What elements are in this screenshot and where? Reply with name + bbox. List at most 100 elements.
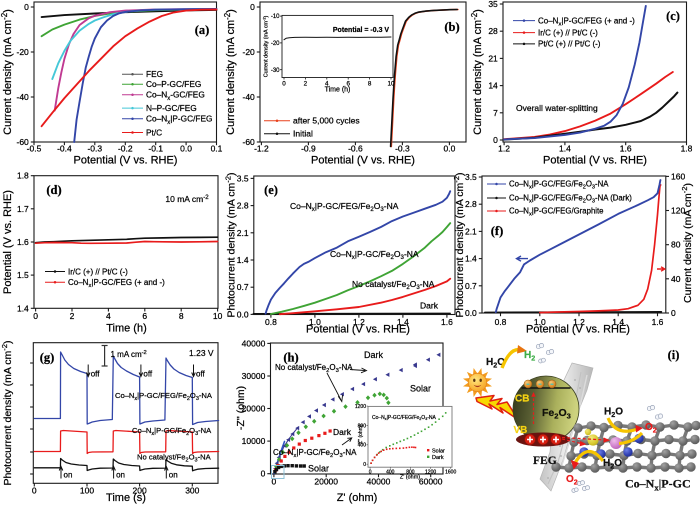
svg-text:Initial: Initial <box>293 129 313 139</box>
svg-text:2.8: 2.8 <box>237 201 249 211</box>
svg-text:0.0: 0.0 <box>443 144 455 154</box>
svg-text:(h): (h) <box>283 351 298 365</box>
svg-text:H2​: H2​ <box>524 350 535 363</box>
svg-text:Dark: Dark <box>364 350 384 360</box>
svg-text:20000: 20000 <box>242 404 266 414</box>
svg-text:H2​O: H2​O <box>486 357 505 370</box>
svg-text:No catalyst/Fe2​O3​-NA: No catalyst/Fe2​O3​-NA <box>275 363 353 374</box>
svg-text:(b): (b) <box>444 20 459 34</box>
svg-text:35: 35 <box>488 0 498 9</box>
svg-text:H2​O: H2​O <box>604 407 623 420</box>
svg-text:1.6: 1.6 <box>441 317 453 327</box>
svg-text:O2​: O2​ <box>566 474 578 487</box>
svg-text:0.7: 0.7 <box>465 281 477 291</box>
svg-text:1.4: 1.4 <box>397 317 409 327</box>
svg-text:160: 160 <box>671 171 685 181</box>
svg-text:80: 80 <box>671 240 681 250</box>
svg-text:6: 6 <box>142 311 147 321</box>
svg-text:(e): (e) <box>264 183 278 197</box>
svg-text:1.2: 1.2 <box>573 317 585 327</box>
svg-text:(f): (f) <box>491 224 504 238</box>
svg-text:Co–Nx​|P-GC/FEG/Graphite: Co–Nx​|P-GC/FEG/Graphite <box>509 207 604 218</box>
svg-text:1.4: 1.4 <box>559 144 571 154</box>
svg-text:-60: -60 <box>243 137 256 147</box>
svg-text:Current density (mA cm-2​): Current density (mA cm-2​) <box>0 9 14 135</box>
svg-text:1600: 1600 <box>445 470 456 476</box>
svg-text:0.0: 0.0 <box>465 308 477 318</box>
svg-text:-20: -20 <box>243 47 256 57</box>
svg-text:0: 0 <box>282 81 286 88</box>
svg-text:1.6: 1.6 <box>652 317 664 327</box>
svg-text:-0.2: -0.2 <box>118 144 133 154</box>
svg-text:No catalyst/Fe2​O3​-NA: No catalyst/Fe2​O3​-NA <box>137 453 212 464</box>
svg-text:-0.6: -0.6 <box>348 144 363 154</box>
svg-text:120: 120 <box>671 206 685 216</box>
svg-text:0: 0 <box>272 477 277 487</box>
svg-text:3.5: 3.5 <box>237 173 249 183</box>
svg-text:off: off <box>143 370 153 379</box>
svg-text:300: 300 <box>185 486 199 496</box>
svg-text:on: on <box>64 471 73 480</box>
svg-text:2.8: 2.8 <box>465 199 477 209</box>
svg-text:0: 0 <box>493 135 498 145</box>
svg-text:0.8: 0.8 <box>265 317 277 327</box>
svg-text:1.4: 1.4 <box>465 254 477 264</box>
svg-text:1.7: 1.7 <box>17 204 29 214</box>
svg-text:Z' (ohm): Z' (ohm) <box>337 492 378 504</box>
svg-text:(i): (i) <box>668 348 680 362</box>
svg-text:30000: 30000 <box>242 371 266 381</box>
svg-text:Co–Nx​-GC/FEG: Co–Nx​-GC/FEG <box>146 90 205 102</box>
svg-text:0.0: 0.0 <box>237 309 249 319</box>
svg-text:400: 400 <box>386 470 395 476</box>
svg-text:14: 14 <box>488 81 498 91</box>
svg-text:-20: -20 <box>17 47 30 57</box>
svg-text:Co–Nx​|P-GC: Co–Nx​|P-GC <box>625 477 691 493</box>
svg-text:Solar: Solar <box>410 384 431 394</box>
svg-text:-Z'' (ohm): -Z'' (ohm) <box>358 424 364 445</box>
svg-text:200: 200 <box>133 486 147 496</box>
svg-text:-0.9: -0.9 <box>301 144 316 154</box>
svg-text:Dark: Dark <box>432 455 444 461</box>
svg-text:Time (s): Time (s) <box>106 492 146 504</box>
svg-text:Photocurrent density (mA cm-2​: Photocurrent density (mA cm-2​) <box>0 340 14 485</box>
svg-text:1 mA cm-2​: 1 mA cm-2​ <box>111 350 147 359</box>
svg-text:Time (h): Time (h) <box>106 323 147 335</box>
svg-text:1.2: 1.2 <box>498 144 510 154</box>
svg-text:0: 0 <box>250 2 255 12</box>
svg-text:Co–Nx​|P-GC/FEG/Fe2​O3​-NA: Co–Nx​|P-GC/FEG/Fe2​O3​-NA <box>372 415 436 421</box>
svg-text:off: off <box>91 370 101 379</box>
svg-text:Pt/C: Pt/C <box>146 127 162 137</box>
svg-text:1.6: 1.6 <box>17 237 29 247</box>
svg-text:on: on <box>169 471 178 480</box>
svg-text:Photocurrent density (mA cm-2​: Photocurrent density (mA cm-2​) <box>224 172 238 317</box>
svg-text:Co–Nx​|P-GC/FEG (+ and -): Co–Nx​|P-GC/FEG (+ and -) <box>68 278 165 289</box>
svg-text:10: 10 <box>213 311 223 321</box>
svg-text:Ir/C (+) // Pt/C (-): Ir/C (+) // Pt/C (-) <box>538 28 598 37</box>
svg-text:1.8: 1.8 <box>681 144 693 154</box>
svg-text:(d): (d) <box>46 183 61 197</box>
svg-text:Current density (mA cm-2​): Current density (mA cm-2​) <box>470 9 484 135</box>
svg-text:4: 4 <box>106 311 111 321</box>
svg-text:Current density (mA cm-2​): Current density (mA cm-2​) <box>680 183 694 303</box>
svg-text:3.5: 3.5 <box>465 172 477 182</box>
svg-text:-1.2: -1.2 <box>254 144 269 154</box>
svg-text:1.5: 1.5 <box>17 270 29 280</box>
svg-text:0: 0 <box>671 308 676 318</box>
svg-text:1.23 V: 1.23 V <box>189 348 214 358</box>
svg-text:800: 800 <box>358 423 367 429</box>
svg-text:0: 0 <box>33 311 38 321</box>
svg-text:0.8: 0.8 <box>495 317 507 327</box>
svg-text:100: 100 <box>80 486 94 496</box>
svg-text:10: 10 <box>387 81 395 88</box>
svg-text:10000: 10000 <box>242 436 266 446</box>
svg-text:FEG: FEG <box>146 69 163 79</box>
svg-text:Fe2​O3​: Fe2​O3​ <box>542 407 571 421</box>
svg-text:Potential = -0.3 V: Potential = -0.3 V <box>333 27 390 34</box>
svg-text:1.0: 1.0 <box>534 317 546 327</box>
svg-text:Potential (V vs. RHE): Potential (V vs. RHE) <box>543 155 647 167</box>
svg-text:Z' (ohm): Z' (ohm) <box>400 475 420 481</box>
svg-text:Potential (V vs. RHE): Potential (V vs. RHE) <box>74 155 178 167</box>
svg-text:Overall water-splitting: Overall water-splitting <box>516 103 598 113</box>
svg-text:-30: -30 <box>271 68 280 74</box>
svg-text:0: 0 <box>24 2 29 12</box>
